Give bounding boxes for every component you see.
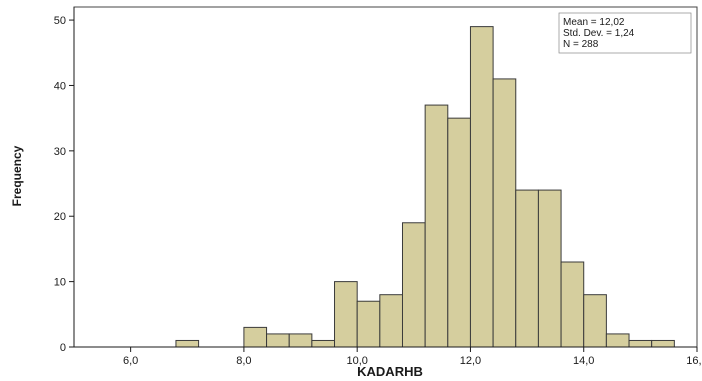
y-tick-label: 10 [54, 277, 66, 289]
x-tick-label: 6,0 [123, 355, 138, 367]
histogram-bar [537, 189, 562, 348]
stats-n: N = 288 [563, 39, 599, 50]
statistics-box-frame [558, 12, 692, 54]
histogram-bar [469, 26, 494, 348]
x-tick-label: 14,0 [573, 355, 594, 367]
stats-std-dev: Std. Dev. = 1,24 [563, 28, 635, 39]
statistics-box: Mean = 12,02 Std. Dev. = 1,24 N = 288 [558, 12, 692, 54]
y-axis-title: Frequency [10, 145, 24, 206]
stats-mean: Mean = 12,02 [563, 17, 625, 28]
y-axis: 0 10 20 30 40 50 [54, 7, 75, 354]
y-tick-label: 30 [54, 146, 66, 158]
histogram-bar [288, 333, 313, 348]
x-tick-label: 16,0 [686, 355, 702, 367]
histogram-bar [583, 294, 607, 348]
histogram-bar [492, 78, 517, 348]
histogram-bar [401, 222, 426, 348]
histogram-bar [651, 339, 675, 348]
x-tick-label: 10,0 [346, 355, 367, 367]
histogram-bar [515, 189, 539, 348]
histogram-bar [175, 339, 200, 348]
y-tick-label: 40 [54, 80, 66, 92]
x-axis: 6,0 8,0 10,0 12,0 14,0 16,0 [74, 346, 702, 367]
x-tick-label: 8,0 [236, 355, 251, 367]
histogram-bar [266, 333, 290, 348]
y-tick-label: 50 [54, 15, 66, 27]
y-tick-label: 20 [54, 211, 66, 223]
y-tick-label: 0 [60, 342, 66, 354]
histogram-bar [379, 294, 403, 348]
histogram-bar [605, 333, 630, 348]
histogram-bar [447, 117, 471, 348]
x-tick-label: 12,0 [460, 355, 481, 367]
histogram-bar [560, 261, 585, 348]
plot-area [73, 6, 698, 348]
histogram-bar [424, 104, 449, 348]
histogram-bar [356, 300, 381, 348]
histogram-bar [311, 339, 336, 348]
histogram-bar [334, 281, 358, 348]
histogram-bar [243, 326, 268, 348]
histogram-bars [175, 26, 675, 348]
x-axis-title: KADARHB [357, 364, 423, 379]
histogram-bar [628, 339, 653, 348]
